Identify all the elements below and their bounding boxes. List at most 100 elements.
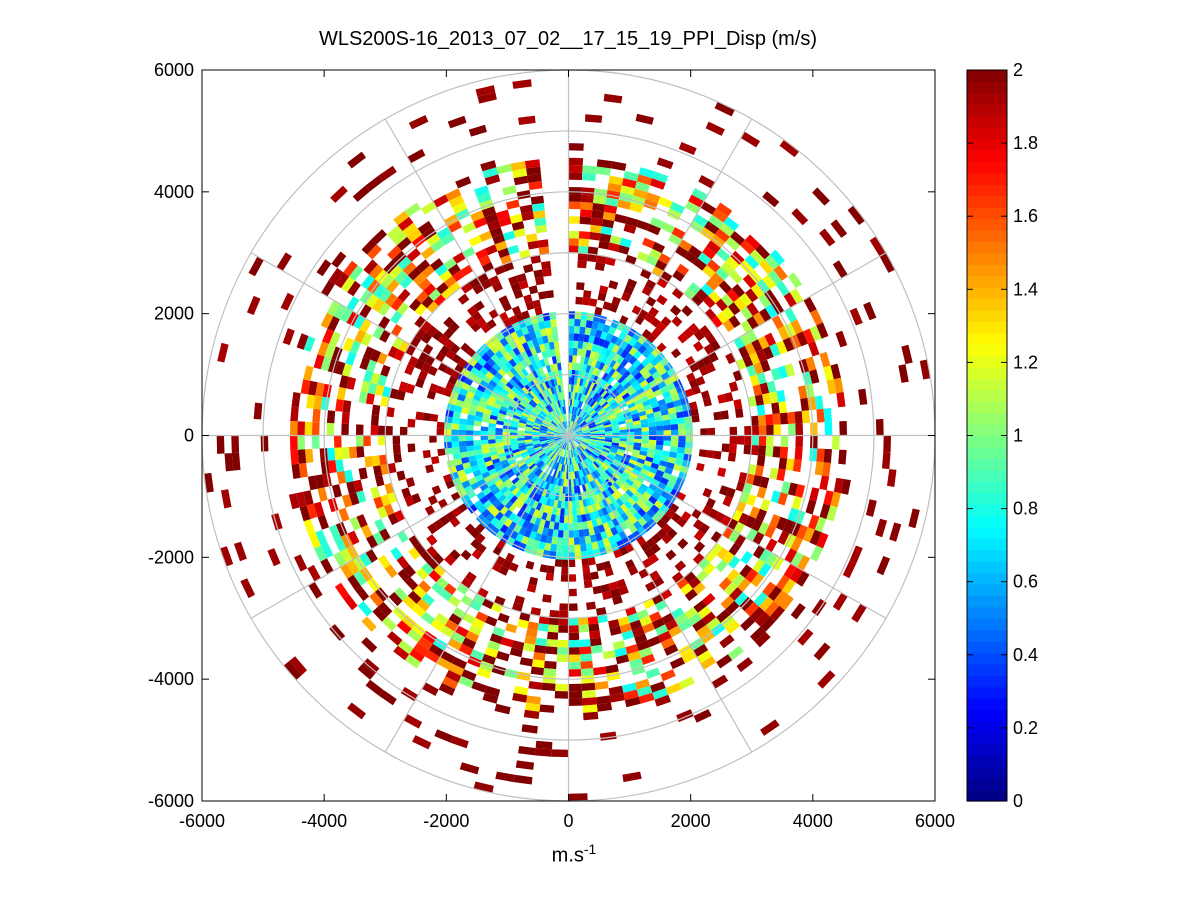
ppi-cell <box>752 312 766 326</box>
ppi-cell <box>462 221 477 234</box>
ppi-cell <box>570 449 574 458</box>
colorbar-segment <box>967 652 1007 665</box>
ppi-cell <box>534 217 547 227</box>
ppi-cell <box>553 419 559 426</box>
ppi-cell <box>604 430 613 434</box>
ppi-cell <box>474 389 484 397</box>
ppi-cell <box>532 397 540 405</box>
ppi-cell <box>529 331 537 340</box>
ppi-cell <box>607 376 615 385</box>
ppi-cell <box>734 534 747 547</box>
ppi-cell <box>531 659 545 669</box>
ppi-cell <box>509 647 523 658</box>
ppi-cell <box>689 379 699 389</box>
ppi-cell <box>415 411 424 421</box>
ppi-cell <box>714 511 726 524</box>
ppi-cell <box>427 495 438 506</box>
ppi-cell <box>573 530 580 538</box>
ppi-cell <box>568 435 570 443</box>
ppi-cell <box>555 400 560 409</box>
ppi-cell <box>555 417 561 424</box>
ppi-cell <box>604 426 612 430</box>
ppi-cell <box>444 447 453 455</box>
ppi-cell <box>633 520 643 531</box>
ppi-cell <box>512 515 521 525</box>
x-tick-label: 2000 <box>671 811 711 831</box>
ppi-cell <box>697 252 712 266</box>
ppi-cell <box>660 637 675 650</box>
ppi-cell <box>754 465 764 477</box>
ppi-cell <box>534 386 541 395</box>
ppi-cell <box>660 316 672 327</box>
ppi-cell <box>738 345 750 359</box>
ppi-cell <box>550 379 556 387</box>
ppi-cell <box>670 424 679 431</box>
x-axis: -6000 -4000 -2000 0 2000 4000 6000 <box>179 70 955 831</box>
ppi-cell <box>600 473 608 481</box>
ppi-cell <box>610 474 618 482</box>
ppi-cell <box>535 637 547 647</box>
ppi-cell <box>371 455 381 467</box>
ppi-cell <box>320 312 334 329</box>
ppi-cell <box>814 516 827 533</box>
ppi-cell <box>402 261 417 276</box>
ppi-cell <box>356 446 365 458</box>
ppi-cell <box>503 398 512 406</box>
ppi-cell <box>397 216 414 231</box>
ppi-cell <box>600 482 608 491</box>
ppi-cell <box>545 474 551 483</box>
ppi-cell <box>580 660 593 670</box>
y-tick-label: 0 <box>184 426 194 446</box>
ppi-cell <box>540 472 547 480</box>
ppi-cell <box>740 306 753 320</box>
colorbar-segment <box>967 321 1007 334</box>
ppi-cell <box>693 582 706 595</box>
ppi-cell <box>705 121 725 136</box>
ppi-cell <box>525 405 533 412</box>
ppi-cell <box>532 509 540 518</box>
ppi-cell <box>660 371 671 381</box>
ppi-cell <box>341 411 350 424</box>
ppi-cell <box>513 453 522 460</box>
ppi-cell <box>674 613 689 626</box>
ppi-cell <box>671 429 679 436</box>
colorbar-segment <box>967 743 1007 756</box>
ppi-cell <box>436 421 445 429</box>
x-tick-label: -6000 <box>179 811 225 831</box>
ppi-cell <box>489 633 503 645</box>
ppi-cell <box>467 504 478 514</box>
ppi-cell <box>609 417 618 422</box>
ppi-cell <box>708 290 721 304</box>
ppi-cell <box>652 458 661 465</box>
ppi-cell <box>577 385 582 394</box>
ppi-cell <box>624 352 634 362</box>
ppi-cell <box>475 347 486 358</box>
ppi-cell <box>538 487 545 496</box>
ppi-cell <box>690 408 699 417</box>
ppi-cell <box>797 555 811 571</box>
ppi-cell <box>648 421 656 428</box>
ppi-cell <box>599 233 612 243</box>
ppi-cell <box>536 469 543 477</box>
ppi-cell <box>462 612 476 625</box>
ppi-cell <box>622 456 631 463</box>
ppi-cell <box>513 685 529 696</box>
ppi-cell <box>562 464 566 472</box>
ppi-cell <box>502 441 511 446</box>
ppi-cell <box>282 328 295 346</box>
ppi-cell <box>575 385 580 393</box>
ppi-cell <box>664 467 674 475</box>
colorbar-tick-label: 1.2 <box>1013 352 1038 372</box>
ppi-cell <box>521 453 530 459</box>
ppi-cell <box>704 308 717 321</box>
ppi-cell <box>534 748 552 757</box>
ppi-cell <box>586 342 594 351</box>
ppi-cell <box>591 321 599 330</box>
ppi-cell <box>447 115 467 129</box>
ppi-cell <box>491 375 501 384</box>
ppi-cell <box>433 294 446 307</box>
ppi-cell <box>573 406 577 415</box>
ppi-cell <box>592 202 606 212</box>
ppi-cell <box>477 357 487 367</box>
ppi-cell <box>568 362 573 370</box>
